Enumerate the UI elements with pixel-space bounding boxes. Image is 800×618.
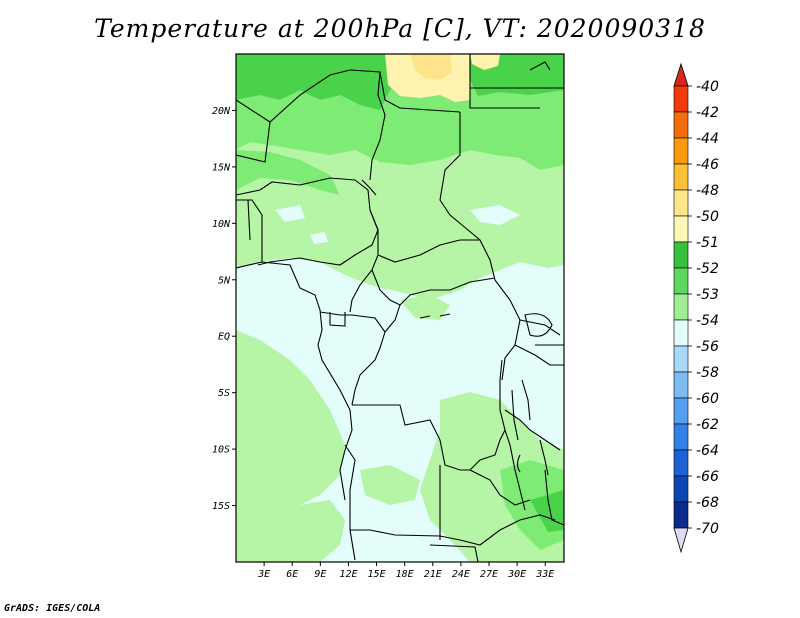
temperature-field — [236, 54, 564, 562]
colorbar-segment — [673, 449, 689, 477]
colorbar-bottom-arrow — [673, 527, 689, 554]
chart-title: Temperature at 200hPa [C], VT: 202009031… — [94, 14, 706, 43]
colorbar-label: -40 — [696, 79, 719, 95]
country-borders — [236, 54, 564, 562]
colorbar-label: -68 — [696, 495, 719, 511]
colorbar-segment — [673, 371, 689, 399]
lon-label: 12E — [339, 569, 357, 580]
grads-credit: GrADS: IGES/COLA — [4, 603, 101, 614]
colorbar-label: -52 — [696, 261, 719, 277]
colorbar-label: -60 — [696, 391, 719, 407]
lat-label: 15N — [212, 162, 231, 173]
colorbar-top-arrow — [673, 62, 689, 87]
lat-label: 5S — [218, 388, 230, 399]
colorbar: -40 -42 -44 -46 -48 -50 -51 -52 -53 -54 -56 -58 -60 -… — [673, 62, 719, 554]
colorbar-label: -42 — [696, 105, 719, 121]
colorbar-label: -54 — [696, 313, 719, 329]
colorbar-segment — [673, 85, 689, 113]
lat-label: 10N — [212, 219, 231, 230]
colorbar-label: -46 — [696, 157, 719, 173]
colorbar-segment — [673, 319, 689, 347]
colorbar-segment — [673, 163, 689, 191]
lat-label: EQ — [218, 332, 230, 343]
colorbar-segment — [673, 397, 689, 425]
lon-label: 21E — [424, 569, 442, 580]
colorbar-segment — [673, 475, 689, 503]
lon-label: 33E — [535, 569, 554, 580]
lon-label: 6E — [286, 569, 298, 580]
colorbar-segment — [673, 293, 689, 321]
latitude-axis: 20N 15N 10N 5N EQ 5S 10S 15S — [212, 106, 236, 512]
colorbar-label: -66 — [696, 469, 719, 485]
map-frame — [235, 53, 565, 563]
colorbar-label: -56 — [696, 339, 719, 355]
colorbar-label: -62 — [696, 417, 719, 433]
lon-label: 9E — [314, 569, 326, 580]
colorbar-label: -51 — [696, 235, 719, 251]
colorbar-segment — [673, 501, 689, 529]
colorbar-segment — [673, 345, 689, 373]
lon-label: 24E — [452, 569, 470, 580]
colorbar-segment — [673, 215, 689, 243]
lat-label: 5N — [218, 275, 231, 286]
colorbar-label: -70 — [696, 521, 719, 537]
colorbar-segment — [673, 189, 689, 217]
colorbar-segment — [673, 241, 689, 269]
lat-label: 15S — [212, 501, 230, 512]
lat-label: 20N — [212, 106, 231, 117]
colorbar-label: -50 — [696, 209, 719, 225]
lon-label: 27E — [480, 569, 498, 580]
lon-label: 18E — [396, 569, 414, 580]
colorbar-label: -58 — [696, 365, 719, 381]
colorbar-segment — [673, 267, 689, 295]
lon-label: 3E — [257, 569, 270, 580]
longitude-axis: 3E 6E 9E 12E 15E 18E 21E 24E 27E 30E 33E — [257, 562, 554, 580]
colorbar-label: -64 — [696, 443, 719, 459]
lon-label: 15E — [368, 569, 386, 580]
colorbar-label: -53 — [696, 287, 719, 303]
colorbar-segment — [673, 137, 689, 165]
colorbar-segment — [673, 111, 689, 139]
colorbar-segment — [673, 423, 689, 451]
colorbar-label: -44 — [696, 131, 719, 147]
colorbar-label: -48 — [696, 183, 719, 199]
lon-label: 30E — [507, 569, 526, 580]
lat-label: 10S — [212, 445, 230, 456]
